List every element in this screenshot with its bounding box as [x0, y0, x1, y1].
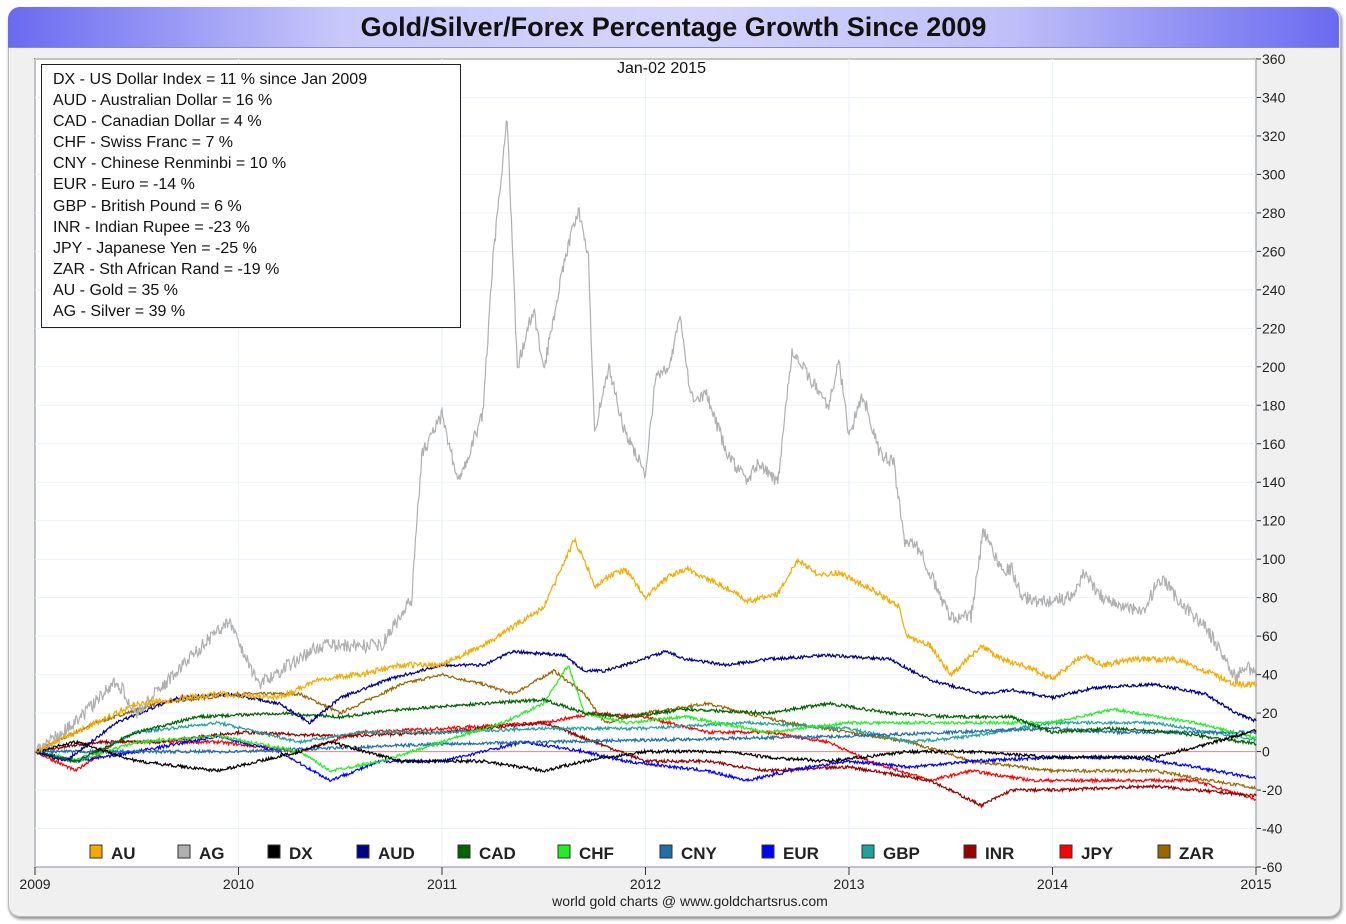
series-line-chf: [34, 665, 1257, 773]
y-tick-label: 220: [1262, 320, 1286, 336]
legend-item-chf: CHF: [557, 844, 614, 863]
series-line-dx: [34, 728, 1257, 773]
y-tick-label: 360: [1262, 51, 1286, 67]
legend-item-eur: EUR: [761, 844, 819, 863]
legend-swatch: [89, 844, 103, 859]
legend-label: CAD: [479, 844, 516, 863]
legend-item-inr: INR: [963, 844, 1014, 863]
legend-item-ag: AG: [177, 844, 225, 863]
y-tick-label: 260: [1262, 243, 1286, 259]
info-line: AUD - Australian Dollar = 16 %: [53, 92, 273, 110]
legend-swatch: [861, 844, 875, 859]
legend-label: ZAR: [1179, 844, 1214, 863]
legend-label: CHF: [579, 844, 614, 863]
legend-label: EUR: [783, 844, 819, 863]
series-line-inr: [34, 720, 1257, 809]
legend-swatch: [963, 844, 977, 859]
legend-item-cny: CNY: [659, 844, 718, 863]
legend-swatch: [356, 844, 370, 859]
y-tick-label: 200: [1262, 359, 1286, 375]
info-line: CAD - Canadian Dollar = 4 %: [53, 113, 262, 131]
x-tick-label: 2012: [630, 876, 661, 892]
legend-swatch: [1059, 844, 1073, 859]
legend-item-dx: DX: [267, 844, 313, 863]
y-tick-label: 340: [1262, 89, 1286, 105]
legend-item-jpy: JPY: [1059, 844, 1114, 863]
legend-label: AU: [111, 844, 136, 863]
legend-label: JPY: [1081, 844, 1114, 863]
legend-item-au: AU: [89, 844, 136, 863]
y-tick-label: 120: [1262, 513, 1286, 529]
y-tick-label: 80: [1262, 590, 1278, 606]
y-tick-label: 140: [1262, 474, 1286, 490]
legend-label: AG: [199, 844, 225, 863]
y-tick-label: 240: [1262, 282, 1286, 298]
y-tick-label: -20: [1262, 782, 1282, 798]
info-line: DX - US Dollar Index = 11 % since Jan 20…: [53, 71, 368, 88]
legend-swatch: [761, 844, 775, 859]
legend-swatch: [177, 844, 191, 859]
x-tick-label: 2014: [1037, 876, 1068, 892]
info-line: ZAR - Sth African Rand = -19 %: [53, 260, 280, 278]
legend-item-cad: CAD: [457, 844, 516, 863]
y-tick-label: 300: [1262, 166, 1286, 182]
info-line: AG - Silver = 39 %: [53, 303, 186, 321]
y-tick-label: 320: [1262, 128, 1286, 144]
y-tick-label: 40: [1262, 667, 1278, 683]
y-tick-label: 60: [1262, 628, 1278, 644]
x-tick-label: 2009: [19, 876, 50, 892]
y-tick-label: 100: [1262, 551, 1286, 567]
info-line: EUR - Euro = -14 %: [53, 176, 195, 194]
info-line: CHF - Swiss Franc = 7 %: [53, 134, 234, 152]
series-line-jpy: [34, 710, 1257, 802]
legend-label: CNY: [681, 844, 718, 863]
x-tick-label: 2010: [223, 876, 254, 892]
series-line-gbp: [34, 719, 1257, 764]
legend-label: DX: [289, 844, 313, 863]
y-tick-label: 160: [1262, 436, 1286, 452]
info-line: AU - Gold = 35 %: [53, 281, 178, 299]
legend-item-aud: AUD: [356, 844, 415, 863]
x-tick-label: 2013: [833, 876, 864, 892]
series-line-ag: [34, 120, 1257, 753]
y-tick-label: 280: [1262, 205, 1286, 221]
legend-swatch: [457, 844, 471, 859]
info-line: JPY - Japanese Yen = -25 %: [53, 239, 257, 257]
series-line-cad: [34, 696, 1257, 764]
y-tick-label: -60: [1262, 859, 1282, 875]
info-line: INR - Indian Rupee = -23 %: [53, 218, 250, 236]
y-tick-label: 20: [1262, 705, 1278, 721]
x-tick-label: 2011: [427, 876, 457, 892]
title-bar: Gold/Silver/Forex Percentage Growth Sinc…: [8, 7, 1339, 48]
series-line-eur: [34, 734, 1257, 783]
legend-item-zar: ZAR: [1157, 844, 1214, 863]
series-line-au: [34, 536, 1257, 753]
legend-swatch: [557, 844, 571, 859]
legend-label: GBP: [883, 844, 920, 863]
y-tick-label: 0: [1262, 744, 1270, 760]
y-tick-label: -40: [1262, 821, 1282, 837]
info-box: DX - US Dollar Index = 11 % since Jan 20…: [41, 64, 461, 328]
info-line: CNY - Chinese Renminbi = 10 %: [53, 155, 287, 173]
y-tick-label: 180: [1262, 397, 1286, 413]
legend-swatch: [1157, 844, 1171, 859]
series-line-cny: [35, 725, 1257, 755]
legend-swatch: [659, 844, 673, 859]
credit-text: world gold charts @ www.goldchartsrus.co…: [552, 893, 828, 909]
chart-title: Gold/Silver/Forex Percentage Growth Sinc…: [360, 11, 987, 42]
legend-swatch: [267, 844, 281, 859]
legend-label: AUD: [378, 844, 415, 863]
date-label: Jan-02 2015: [617, 60, 706, 77]
info-line: GBP - British Pound = 6 %: [53, 197, 242, 215]
legend-item-gbp: GBP: [861, 844, 920, 863]
legend-label: INR: [985, 844, 1014, 863]
x-tick-label: 2015: [1240, 876, 1271, 892]
